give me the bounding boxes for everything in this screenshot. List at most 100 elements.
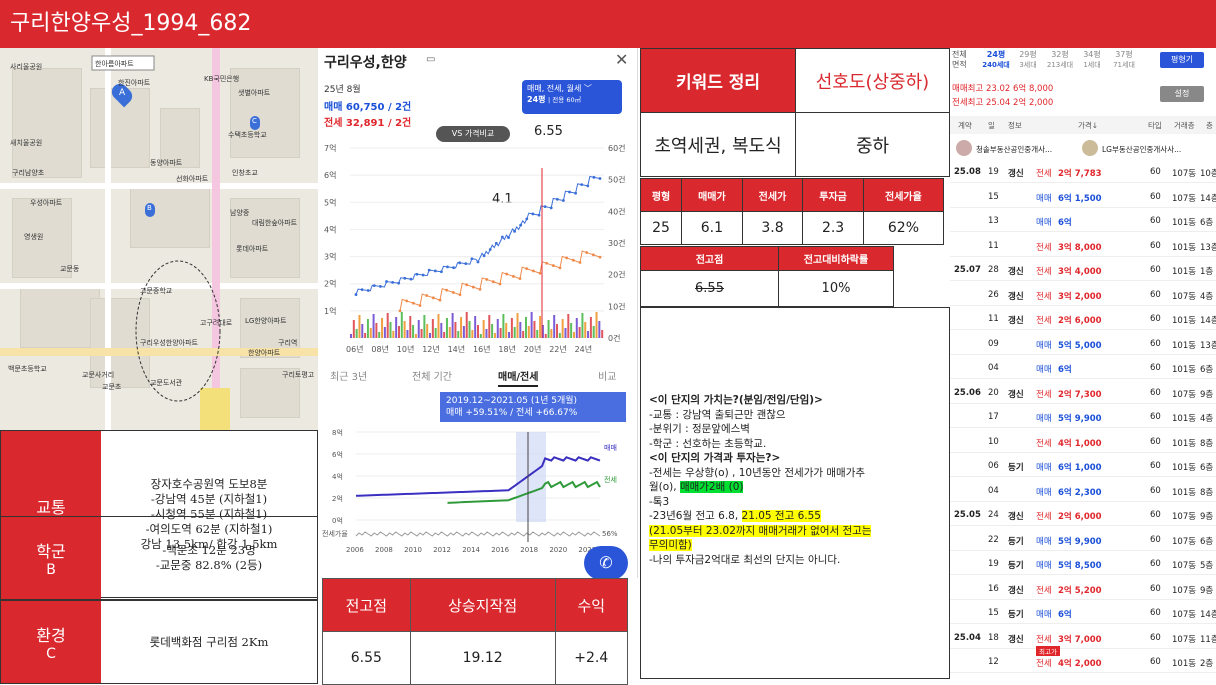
- sale-point: [360, 288, 364, 292]
- map-place-label: 사리울공원: [10, 63, 43, 71]
- row-floor: 8층: [1200, 487, 1214, 498]
- invest-value: 25: [639, 211, 683, 245]
- volume-bar: [547, 320, 550, 338]
- jeonse-line: [399, 250, 601, 311]
- tab-all-period[interactable]: 전체 기간: [412, 372, 452, 383]
- jeonse-point: [598, 255, 602, 259]
- row-day: 15: [988, 191, 999, 202]
- map-book-icon[interactable]: ▭: [426, 54, 436, 65]
- row-price: 4억 2,000: [1058, 659, 1102, 669]
- chart-tabs: 최근 3년 전체 기간 매매/전세 비교: [320, 364, 637, 387]
- row-kind: 전세: [1036, 242, 1052, 253]
- filter-button[interactable]: 매매, 전세, 월세 ﹀ 24평 | 전용 60㎡: [522, 80, 622, 114]
- close-icon[interactable]: ✕: [615, 50, 629, 69]
- invest-value: 3.8: [741, 211, 804, 245]
- table-row[interactable]: 25.06 20 갱신 전세 2억 7,300 60 107동 9층: [950, 383, 1216, 404]
- preference-header: 선호도(상중하): [795, 48, 950, 113]
- price-chart[interactable]: 7억 6억 5억 4억 3억 2억 1억 60건 50건 40건 30건 20건 10건 0건 06년 08년…: [320, 138, 638, 358]
- table-row[interactable]: 04 매매 6억 60 101동 6층: [950, 358, 1216, 379]
- table-row[interactable]: 12 전세 4억 2,000 60 101동 2층 최고가: [950, 646, 1216, 673]
- table-row[interactable]: 15 매매 6억 1,500 60 107동 14층: [950, 187, 1216, 208]
- row-kind: 매매: [1036, 463, 1052, 473]
- table-row[interactable]: 26 갱신 전세 3억 2,000 60 107동 4층: [950, 285, 1216, 306]
- table-row[interactable]: 19 등기 매매 5억 8,500 60 107동 5층: [950, 554, 1216, 575]
- note-line: 월(o), 매매가2배 (0): [649, 481, 744, 493]
- map-block: [12, 198, 72, 278]
- table-row[interactable]: 25.05 24 갱신 전세 2억 6,000 60 107동 9층: [950, 505, 1216, 526]
- table-row[interactable]: 25.04 18 갱신 전세 3억 7,000 60 107동 11층: [950, 628, 1216, 649]
- table-row[interactable]: 11 전세 3억 8,000 60 101동 13층: [950, 236, 1216, 257]
- row-info: 갱신: [1008, 585, 1024, 596]
- size-tab[interactable]: 24평 240세대: [982, 50, 1010, 69]
- sale-point: [421, 273, 425, 277]
- volume-bar: [361, 324, 364, 338]
- sale-point: [397, 281, 401, 285]
- size-tab[interactable]: 29평 3세대: [1019, 50, 1037, 69]
- table-row[interactable]: 06 등기 매매 6억 1,000 60 101동 6층: [950, 456, 1216, 477]
- table-row[interactable]: 10 전세 4억 1,000 60 101동 8층: [950, 432, 1216, 453]
- table-row[interactable]: 25.08 19 갱신 전세 2억 7,783 60 107동 10층: [950, 162, 1216, 183]
- table-row[interactable]: 13 매매 6억 60 101동 6층: [950, 211, 1216, 232]
- floor-plan-button[interactable]: 평형기: [1160, 52, 1204, 68]
- tab-compare[interactable]: 비교: [598, 372, 617, 383]
- volume-bar: [491, 324, 494, 338]
- x-tick-label: 2018: [520, 546, 538, 554]
- sale-point: [494, 241, 498, 245]
- volume-bar: [406, 330, 409, 338]
- table-row[interactable]: 22 등기 매매 5억 9,900 60 107동 6층: [950, 530, 1216, 551]
- tab-recent-3y[interactable]: 최근 3년: [330, 372, 368, 383]
- sale-point: [452, 266, 455, 270]
- row-day: 12: [988, 657, 999, 667]
- table-row[interactable]: 11 갱신 전세 2억 6,000 60 101동 14층: [950, 309, 1216, 330]
- volume-bar: [527, 326, 530, 338]
- volume-bar: [541, 325, 544, 338]
- volume-bar: [556, 324, 559, 338]
- x-tick-label: 2020: [549, 546, 567, 554]
- peak-drop-table: 전고점 전고대비하락률 6.55 10%: [640, 246, 894, 307]
- volume-bar: [550, 329, 553, 338]
- row-floor: 6층: [1200, 365, 1214, 375]
- phone-icon[interactable]: ✆: [584, 546, 628, 578]
- row-day: 19: [988, 559, 999, 569]
- vs-compare-button[interactable]: VS 가격비교: [436, 126, 510, 142]
- setting-button[interactable]: 설정: [1160, 86, 1204, 102]
- environment-row: 환경 C 롯데백화점 구리점 2Km: [0, 600, 318, 684]
- table-row[interactable]: 16 갱신 전세 2억 5,200 60 107동 9층: [950, 579, 1216, 600]
- complex-name: 구리우성,한양: [324, 55, 407, 71]
- volume-bar: [443, 332, 446, 338]
- volume-bar: [572, 332, 575, 338]
- jeonse-point: [471, 285, 475, 289]
- size-tab[interactable]: 32평 213세대: [1046, 50, 1074, 69]
- tab-sale-jeonse[interactable]: 매매/전세: [498, 368, 539, 387]
- map-view[interactable]: 한아름아파트 A B C 사리울공원 한진아파트 KB국민은행 샛별아파트 수택초등학교…: [0, 48, 318, 430]
- table-row[interactable]: 04 매매 6억 2,300 60 101동 8층: [950, 481, 1216, 502]
- table-row[interactable]: 17 매매 5억 9,900 60 101동 4층: [950, 407, 1216, 428]
- invest-header: 평형: [639, 178, 683, 212]
- legend-sale: 매매: [604, 444, 617, 452]
- annotation-peak: 6.55: [534, 124, 563, 139]
- row-floor: 8층: [1200, 438, 1214, 449]
- size-tab[interactable]: 34평 1세대: [1083, 50, 1101, 69]
- sale-line: [355, 456, 601, 497]
- table-row[interactable]: 09 매매 5억 5,000 60 101동 13층: [950, 334, 1216, 355]
- volume-bar: [496, 319, 499, 338]
- jeonse-point: [505, 272, 509, 276]
- table-row[interactable]: 15 등기 매매 6억 60 107동 14층: [950, 603, 1216, 624]
- table-row[interactable]: 25.07 28 갱신 전세 3억 4,000 60 101동 1층: [950, 260, 1216, 281]
- volume-bar: [372, 314, 375, 338]
- map-pin-b-icon[interactable]: [145, 203, 155, 217]
- map-pin-c-icon[interactable]: [250, 116, 260, 130]
- gap-line: [355, 531, 601, 537]
- sale-point: [372, 284, 376, 288]
- invest-value: 2.3: [802, 211, 864, 245]
- size-tab[interactable]: 37평 71세대: [1113, 50, 1135, 69]
- volume-bar: [539, 316, 542, 338]
- sale-point: [543, 205, 547, 209]
- map-search-tag[interactable]: 한아름아파트: [95, 60, 134, 68]
- row-dong: 107동: [1172, 193, 1197, 204]
- peak-value: 6.55: [640, 270, 779, 307]
- stat-value: 19.12: [409, 631, 556, 685]
- volume-bar: [595, 312, 598, 338]
- row-month: 25.08: [954, 167, 981, 177]
